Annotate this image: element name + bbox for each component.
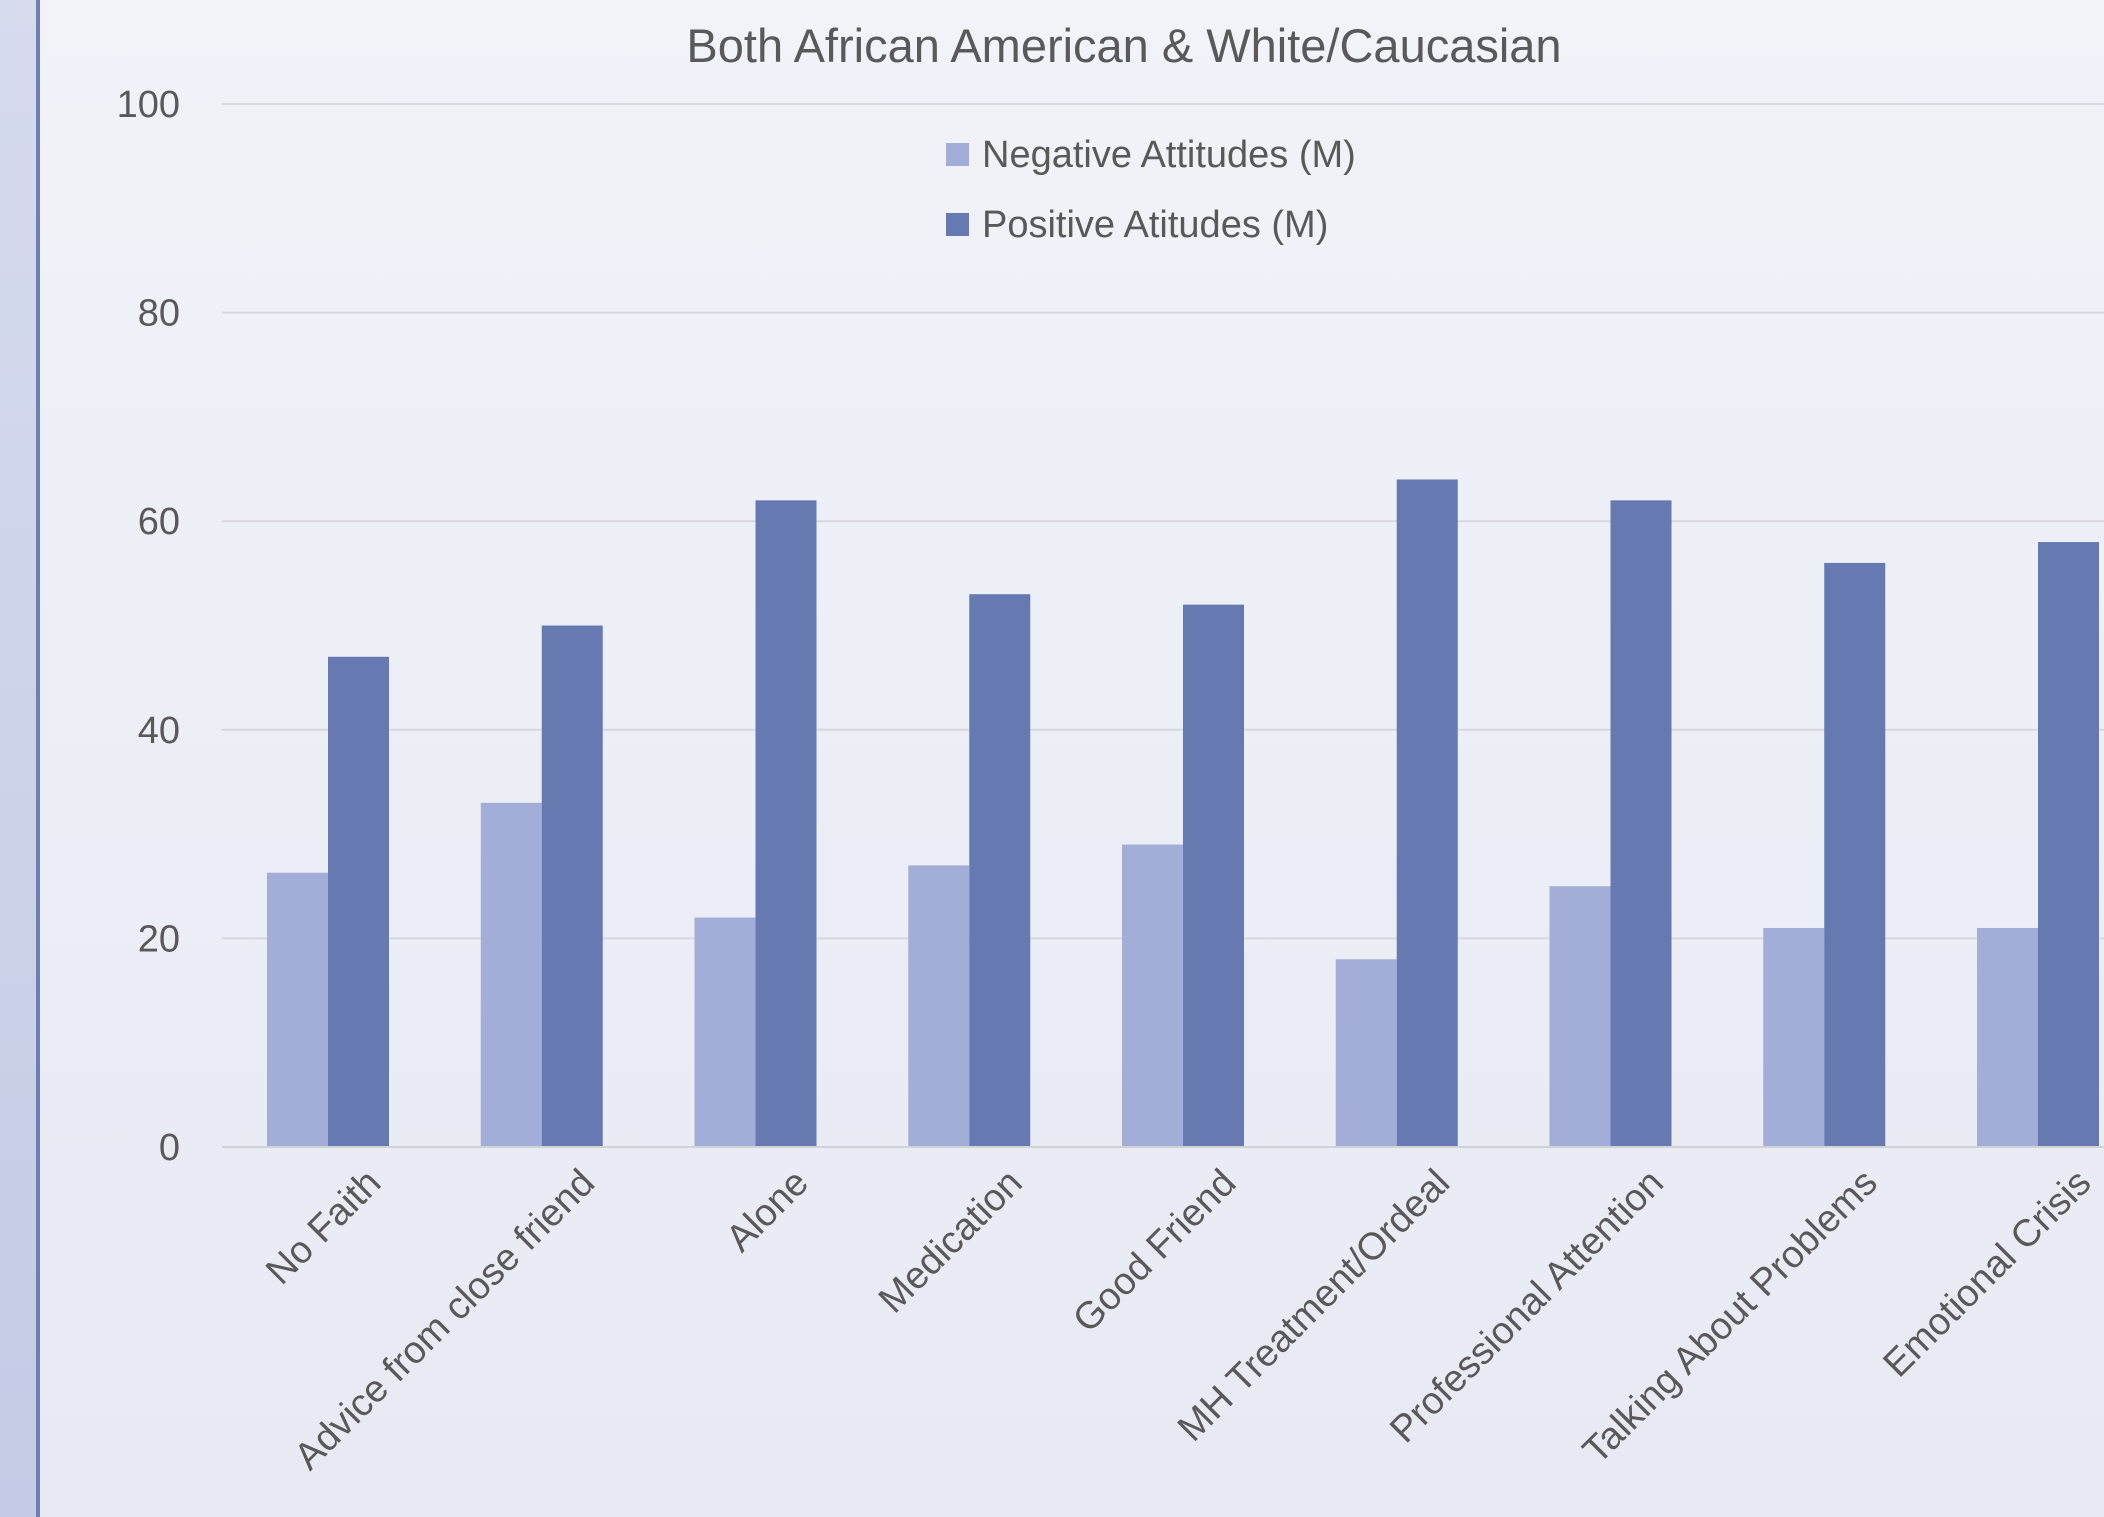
bar-positive-1 xyxy=(541,625,603,1147)
bar-negative-0 xyxy=(267,872,328,1147)
bar-negative-4 xyxy=(1122,844,1183,1147)
x-tick-label-8: Emotional Crisis xyxy=(1876,1162,2100,1386)
bar-negative-7 xyxy=(1763,927,1825,1147)
y-tick-label-0: 0 xyxy=(159,1127,180,1169)
bar-positive-4 xyxy=(1183,604,1244,1147)
legend-swatch-positive xyxy=(946,213,969,236)
x-tick-label-4: Good Friend xyxy=(1065,1162,1244,1341)
x-tick-label-3: Medication xyxy=(871,1162,1031,1322)
bars xyxy=(267,479,2099,1148)
legend-swatch-negative xyxy=(946,143,969,166)
y-tick-label-40: 40 xyxy=(138,710,180,752)
y-tick-label-60: 60 xyxy=(138,501,180,543)
y-tick-label-80: 80 xyxy=(138,293,180,335)
chart-title: Both African American & White/Caucasian xyxy=(686,19,1561,72)
bar-negative-6 xyxy=(1549,886,1611,1147)
legend-label-negative: Negative Attitudes (M) xyxy=(982,134,1356,176)
bar-negative-8 xyxy=(1977,927,2038,1147)
bar-positive-5 xyxy=(1396,479,1458,1148)
bar-negative-3 xyxy=(908,865,970,1147)
bar-negative-1 xyxy=(480,802,542,1147)
y-tick-label-20: 20 xyxy=(138,918,180,960)
bar-positive-7 xyxy=(1824,562,1886,1147)
bar-negative-5 xyxy=(1335,959,1397,1147)
left-panel-rail xyxy=(0,0,40,1517)
bar-positive-3 xyxy=(969,594,1031,1147)
x-tick-label-2: Alone xyxy=(718,1162,816,1260)
bar-positive-0 xyxy=(328,656,389,1147)
bar-positive-8 xyxy=(2038,542,2099,1147)
bar-positive-6 xyxy=(1610,500,1672,1148)
bar-negative-2 xyxy=(694,917,756,1147)
y-tick-label-100: 100 xyxy=(117,84,180,126)
x-tick-label-0: No Faith xyxy=(258,1162,389,1293)
legend: Negative Attitudes (M) Positive Atitudes… xyxy=(946,134,1356,246)
bar-positive-2 xyxy=(755,500,817,1148)
legend-label-positive: Positive Atitudes (M) xyxy=(982,204,1328,246)
